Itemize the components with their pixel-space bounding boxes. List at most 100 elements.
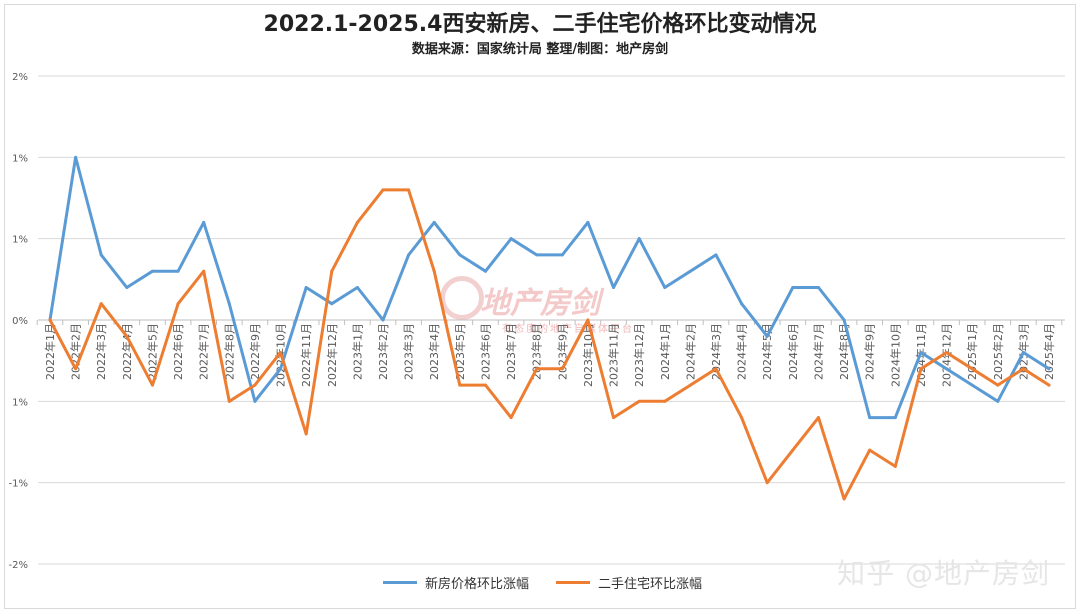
x-tick-label: 2024年7月 (811, 323, 825, 380)
data-point (688, 383, 692, 387)
data-point (381, 188, 385, 192)
data-point (279, 367, 283, 371)
data-point (970, 383, 974, 387)
y-tick-label: 0% (12, 316, 28, 327)
data-point (253, 399, 257, 403)
watermark-text: 知乎 @地产房剑 (837, 557, 1050, 590)
data-point (99, 253, 103, 257)
data-point (432, 220, 436, 224)
data-point (355, 285, 359, 289)
x-tick-label: 2023年2月 (376, 323, 390, 380)
data-point (945, 351, 949, 355)
data-point (586, 318, 590, 322)
data-point (330, 302, 334, 306)
data-point (560, 367, 564, 371)
data-point (253, 383, 257, 387)
data-point (612, 416, 616, 420)
x-tick-label: 2022年7月 (197, 323, 211, 380)
data-point (637, 237, 641, 241)
data-point (688, 269, 692, 273)
x-tick-label: 2023年6月 (478, 323, 492, 380)
data-point (714, 253, 718, 257)
data-point (381, 318, 385, 322)
watermark-logo-icon (440, 276, 484, 320)
data-point (432, 269, 436, 273)
data-point (1021, 367, 1025, 371)
data-point (868, 416, 872, 420)
data-point (509, 237, 513, 241)
x-tick-label: 2023年7月 (504, 323, 518, 380)
data-point (227, 399, 231, 403)
x-tick-label: 2024年5月 (760, 323, 774, 380)
data-point (816, 416, 820, 420)
x-tick-label: 2023年5月 (453, 323, 467, 380)
x-tick-label: 2023年8月 (530, 323, 544, 380)
x-tick-label: 2024年2月 (683, 323, 697, 380)
data-point (765, 334, 769, 338)
data-point (407, 188, 411, 192)
data-point (970, 367, 974, 371)
x-tick-label: 2023年3月 (402, 323, 416, 380)
x-tick-label: 2022年2月 (69, 323, 83, 380)
data-point (893, 464, 897, 468)
data-point (560, 253, 564, 257)
data-point (945, 367, 949, 371)
data-point (150, 383, 154, 387)
y-tick-label: -1% (9, 479, 28, 490)
legend-swatch-new (383, 581, 417, 584)
data-point (74, 155, 78, 159)
data-point (893, 416, 897, 420)
data-point (919, 367, 923, 371)
data-point (740, 302, 744, 306)
x-tick-label: 2023年11月 (607, 323, 621, 387)
x-tick-label: 2022年11月 (299, 323, 313, 387)
x-tick-label: 2023年10月 (581, 323, 595, 387)
x-tick-label: 2024年1月 (658, 323, 672, 380)
x-tick-label: 2023年4月 (427, 323, 441, 380)
data-point (1047, 383, 1051, 387)
data-point (791, 285, 795, 289)
data-point (202, 220, 206, 224)
data-point (996, 383, 1000, 387)
x-tick-label: 2023年1月 (350, 323, 364, 380)
legend-swatch-second (556, 581, 590, 584)
data-point (48, 318, 52, 322)
data-point (304, 285, 308, 289)
data-point (483, 269, 487, 273)
y-tick-label: 1% (12, 153, 28, 164)
x-tick-label: 2022年6月 (171, 323, 185, 380)
x-tick-label: 2024年10月 (888, 323, 902, 387)
legend-label-new: 新房价格环比涨幅 (425, 577, 530, 592)
x-tick-label: 2024年6月 (786, 323, 800, 380)
data-point (996, 399, 1000, 403)
x-tick-label: 2022年3月 (94, 323, 108, 380)
data-point (919, 351, 923, 355)
data-point (304, 432, 308, 436)
data-point (842, 318, 846, 322)
data-point (586, 220, 590, 224)
y-tick-label: 2% (12, 72, 28, 83)
data-point (330, 269, 334, 273)
center-watermark-main: 地产房剑 (480, 286, 600, 321)
y-tick-label: -2% (9, 560, 28, 571)
chart-title: 2022.1-2025.4西安新房、二手住宅价格环比变动情况 (263, 12, 817, 37)
data-point (355, 220, 359, 224)
data-point (202, 269, 206, 273)
x-tick-label: 2022年9月 (248, 323, 262, 380)
data-point (816, 285, 820, 289)
legend-label-second: 二手住宅环比涨幅 (598, 577, 703, 592)
data-point (458, 253, 462, 257)
data-point (842, 497, 846, 501)
center-watermark-sub: 有态度的地产自媒体平台 (502, 324, 634, 335)
x-tick-label: 2022年8月 (222, 323, 236, 380)
data-point (612, 285, 616, 289)
data-point (125, 334, 129, 338)
data-point (279, 351, 283, 355)
data-point (125, 285, 129, 289)
data-point (1047, 367, 1051, 371)
data-point (227, 302, 231, 306)
x-tick-label: 2022年1月 (43, 323, 57, 380)
x-tick-label: 2023年9月 (555, 323, 569, 380)
series-line-new (48, 155, 1051, 420)
data-point (483, 383, 487, 387)
